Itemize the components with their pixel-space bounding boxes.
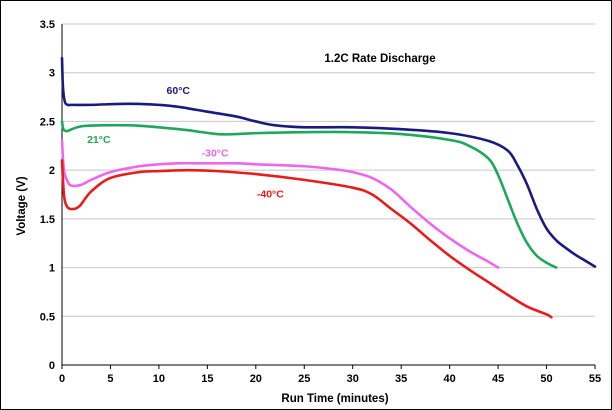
- x-tick-label: 35: [395, 373, 407, 385]
- y-tick-label: 1: [49, 263, 55, 275]
- x-tick-label: 5: [107, 373, 113, 385]
- axes: [61, 24, 596, 369]
- y-tick-label: 1.5: [40, 214, 55, 226]
- x-tick-label: 30: [347, 373, 359, 385]
- y-tick-label: 3: [49, 68, 55, 80]
- x-tick-label: 25: [298, 373, 310, 385]
- tick-labels: 0 0.5 1 1.5 2 2.5 3 3.5 0 5 10 15 20 25 30 35 40 45 50 55: [40, 19, 601, 385]
- series-line-1: [60, 120, 558, 269]
- y-tick-label: 2.5: [40, 116, 55, 128]
- y-axis-label: Voltage (V): [16, 176, 28, 235]
- grid-lines: [62, 23, 595, 317]
- series-label: 60°C: [167, 85, 191, 97]
- x-tick-label: 45: [492, 373, 504, 385]
- series-line-3: [60, 159, 553, 319]
- x-tick-label: 50: [540, 373, 552, 385]
- chart-title: 1.2C Rate Discharge: [324, 53, 435, 65]
- x-tick-label: 55: [589, 373, 601, 385]
- series-label: -30°C: [202, 148, 229, 160]
- y-tick-label: 0: [49, 360, 55, 372]
- series-labels: 60°C 21°C -30°C -40°C: [87, 85, 284, 200]
- y-tick-label: 0.5: [40, 311, 55, 323]
- x-tick-label: 40: [444, 373, 456, 385]
- x-axis-label: Run Time (minutes): [281, 393, 388, 405]
- x-tick-label: 20: [250, 373, 262, 385]
- series-line-0: [60, 56, 597, 268]
- x-tick-label: 15: [201, 373, 213, 385]
- x-tick-label: 0: [59, 373, 65, 385]
- series-label: -40°C: [257, 188, 284, 200]
- x-tick-label: 10: [153, 373, 165, 385]
- series-lines: [60, 56, 597, 319]
- y-tick-label: 3.5: [40, 19, 55, 31]
- series-line-2: [60, 139, 500, 269]
- series-label: 21°C: [87, 134, 111, 146]
- y-tick-label: 2: [49, 165, 55, 177]
